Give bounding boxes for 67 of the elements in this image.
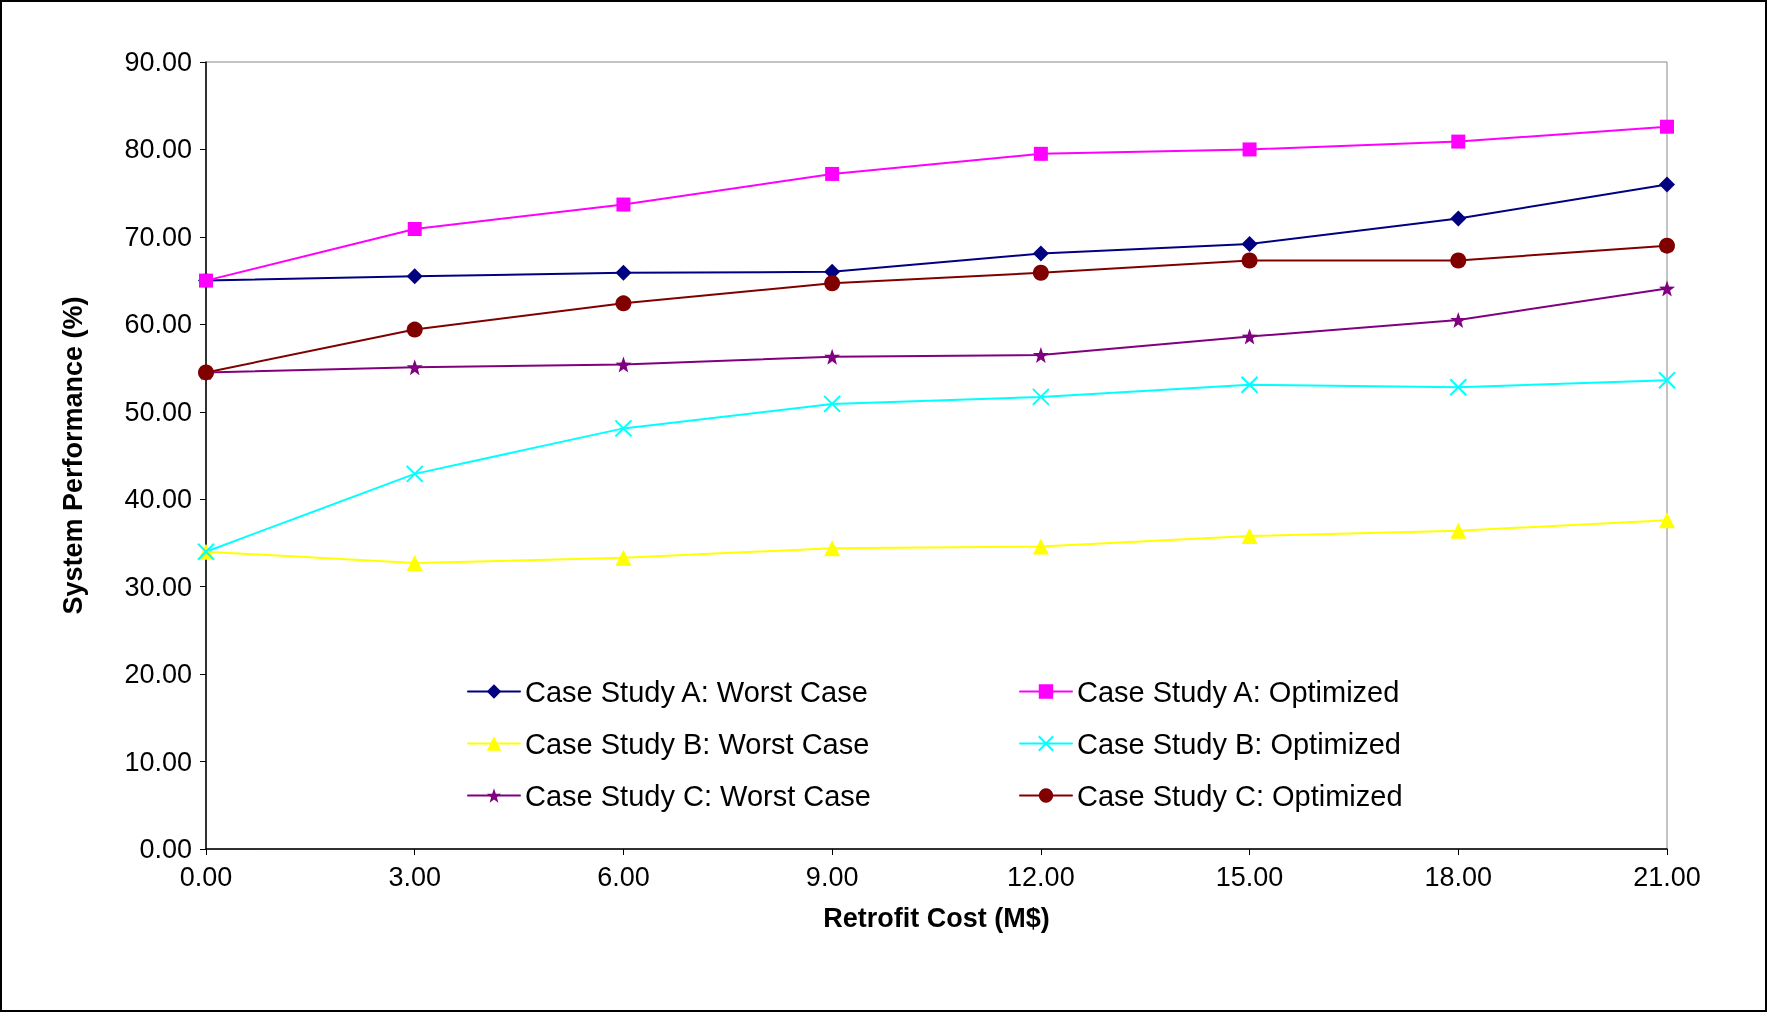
x-tick-label: 6.00 — [597, 861, 650, 892]
point — [1241, 252, 1258, 269]
point — [1031, 387, 1050, 406]
y-tick-label: 20.00 — [124, 659, 192, 690]
y-tick-label: 10.00 — [124, 746, 192, 777]
point — [1032, 538, 1049, 555]
point — [615, 549, 632, 566]
legend-label: Case Study C: Optimized — [1077, 779, 1403, 812]
point — [823, 394, 842, 413]
legend-label: Case Study B: Worst Case — [525, 727, 870, 760]
x-tick-label: 9.00 — [805, 861, 859, 892]
point — [1658, 371, 1676, 390]
y-tick-label: 60.00 — [124, 309, 192, 340]
point — [1659, 237, 1675, 254]
point — [406, 555, 423, 572]
point — [1449, 378, 1468, 397]
point — [406, 321, 423, 338]
point — [1450, 522, 1467, 539]
point — [1659, 176, 1675, 193]
point — [1032, 264, 1049, 281]
x-tick-label: 0.00 — [179, 861, 233, 892]
point — [1033, 146, 1048, 161]
y-tick-label: 40.00 — [124, 484, 192, 515]
point — [1240, 375, 1259, 394]
point — [614, 419, 633, 438]
point — [615, 295, 632, 312]
point — [825, 166, 840, 181]
point — [1242, 142, 1257, 157]
point — [1241, 527, 1258, 544]
x-axis-title: Retrofit Cost (M$) — [823, 902, 1050, 933]
point — [1032, 346, 1049, 363]
point — [405, 464, 424, 483]
point — [615, 264, 632, 281]
x-tick-label: 18.00 — [1424, 861, 1493, 892]
point — [1450, 252, 1467, 269]
point — [1659, 280, 1675, 297]
y-tick-label: 0.00 — [139, 834, 192, 864]
legend-label: Case Study A: Worst Case — [525, 675, 868, 708]
y-axis-title: System Performance (%) — [57, 296, 88, 615]
x-tick-label: 3.00 — [388, 861, 441, 892]
x-tick-label: 15.00 — [1215, 861, 1284, 892]
point — [824, 540, 841, 557]
point — [1241, 328, 1258, 345]
point — [407, 222, 422, 237]
point — [1660, 119, 1674, 134]
x-tick-label: 21.00 — [1633, 861, 1701, 892]
x-tick-label: 12.00 — [1007, 861, 1075, 892]
y-tick-label: 50.00 — [124, 396, 192, 427]
y-tick-label: 30.00 — [124, 571, 192, 602]
legend-label: Case Study B: Optimized — [1077, 727, 1401, 760]
point — [406, 359, 423, 376]
point — [824, 348, 841, 365]
point — [1450, 311, 1467, 328]
point — [1659, 512, 1675, 529]
legend-label: Case Study C: Worst Case — [525, 779, 871, 812]
point — [1451, 134, 1466, 149]
y-tick-label: 70.00 — [124, 221, 192, 252]
legend-label: Case Study A: Optimized — [1077, 675, 1400, 708]
point — [406, 268, 423, 285]
point — [1241, 235, 1258, 252]
point — [824, 275, 841, 292]
y-tick-label: 80.00 — [124, 134, 192, 165]
y-tick-label: 90.00 — [124, 47, 192, 77]
point — [616, 197, 631, 212]
point — [615, 356, 632, 373]
point — [1450, 210, 1467, 227]
point — [1032, 245, 1049, 262]
